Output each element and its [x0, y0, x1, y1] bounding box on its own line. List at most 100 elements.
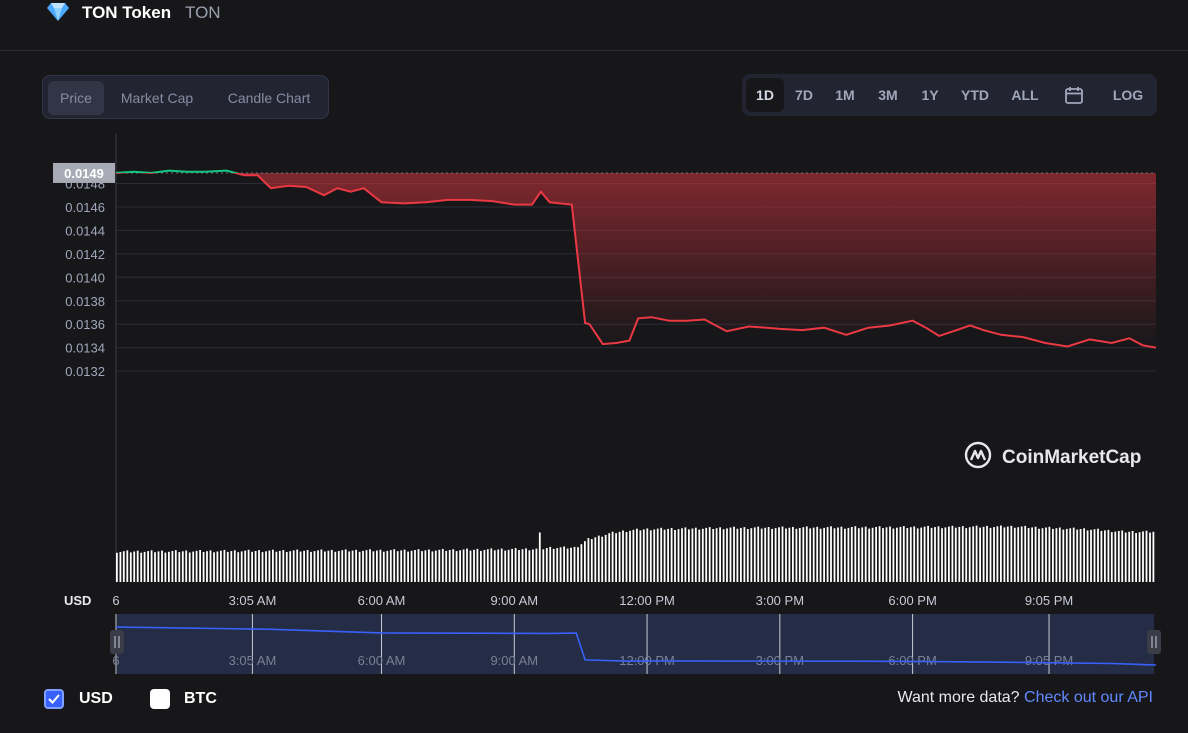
navigator-selection[interactable]	[117, 614, 1154, 674]
api-link[interactable]: Check out our API	[1024, 689, 1153, 706]
volume-bar	[358, 551, 361, 582]
volume-bar	[122, 551, 125, 582]
tab-market-cap[interactable]: Market Cap	[120, 90, 194, 106]
range-1m-button[interactable]: 1M	[835, 87, 855, 103]
volume-bar	[268, 550, 271, 582]
volume-bar	[1100, 530, 1103, 582]
volume-bar	[518, 550, 520, 582]
volume-bar	[778, 527, 780, 582]
volume-bar	[441, 548, 444, 582]
volume-bar	[1121, 530, 1124, 582]
volume-bar	[1152, 531, 1155, 582]
volume-bar	[150, 550, 153, 582]
volume-bar	[493, 550, 496, 582]
tab-price[interactable]: Price	[48, 81, 104, 115]
range-3m-button[interactable]: 3M	[878, 87, 898, 103]
y-axis: 0.01480.01460.01440.01420.01400.01380.01…	[65, 177, 105, 380]
range-1d-button[interactable]: 1D	[746, 78, 784, 112]
navigator-right-handle[interactable]	[1147, 630, 1161, 654]
volume-bar	[542, 549, 545, 582]
volume-bar	[431, 551, 434, 582]
volume-bar	[220, 550, 222, 582]
navigator-tick-label: 9:05 PM	[1025, 653, 1073, 668]
range-ytd-button[interactable]: YTD	[961, 87, 989, 103]
volume-bar	[642, 529, 645, 582]
volume-bar	[736, 528, 739, 582]
log-scale-toggle[interactable]: LOG	[1112, 87, 1144, 103]
volume-bar	[289, 551, 292, 582]
volume-bar	[525, 548, 527, 582]
volume-bar	[410, 550, 413, 582]
volume-bar	[1024, 525, 1027, 582]
volume-bar	[192, 551, 195, 582]
calendar-button[interactable]	[1054, 78, 1094, 112]
volume-bar	[875, 527, 877, 582]
x-tick-label: 3:05 AM	[229, 593, 277, 608]
volume-bar	[500, 548, 503, 582]
volume-bar	[622, 530, 624, 582]
price-chart[interactable]: 0.01480.01460.01440.01420.01400.01380.01…	[0, 120, 1188, 680]
volume-bar	[1104, 530, 1106, 582]
volume-bar	[927, 525, 929, 582]
range-all-button[interactable]: ALL	[1011, 87, 1039, 103]
volume-bar	[889, 526, 891, 582]
volume-bar	[147, 551, 149, 582]
volume-bar	[629, 530, 631, 582]
price-line-down	[116, 172, 1156, 349]
volume-bar	[975, 525, 978, 582]
volume-bar	[507, 549, 510, 582]
volume-bar	[1131, 531, 1134, 582]
volume-bar	[1045, 527, 1047, 582]
volume-bar	[188, 552, 191, 582]
volume-bar	[133, 551, 136, 582]
volume-bar	[580, 544, 583, 582]
volume-bar	[861, 527, 864, 582]
volume-bar	[1086, 530, 1089, 582]
volume-bar	[746, 529, 749, 582]
volume-bar	[892, 528, 895, 582]
navigator-tick-label: 9:00 AM	[490, 653, 538, 668]
navigator-tick-label: 6:00 PM	[888, 653, 936, 668]
navigator-left-handle[interactable]	[110, 630, 124, 654]
volume-bar	[819, 528, 822, 582]
watermark-text: CoinMarketCap	[1002, 447, 1141, 468]
volume-bar	[320, 549, 323, 582]
volume-bar	[1013, 527, 1016, 582]
volume-bar	[258, 550, 260, 582]
volume-bar	[265, 551, 267, 582]
volume-bar	[1142, 531, 1144, 582]
range-7d-button[interactable]: 7D	[795, 87, 813, 103]
volume-bar	[923, 526, 926, 582]
volume-bar	[608, 533, 611, 582]
volume-bar	[951, 525, 954, 582]
volume-bar	[469, 550, 472, 582]
y-tick-label: 0.0146	[65, 200, 105, 215]
range-1y-button[interactable]: 1Y	[921, 87, 939, 103]
volume-bar	[421, 551, 423, 582]
tab-candle-chart[interactable]: Candle Chart	[227, 90, 311, 106]
volume-bar	[1124, 532, 1127, 582]
volume-bar	[313, 551, 316, 582]
volume-bar	[802, 527, 805, 582]
volume-bar	[1062, 529, 1065, 582]
range-navigator[interactable]: 6 3:05 AM 6:00 AM 9:00 AM 12:00 PM 3:00 PM 6:0…	[110, 614, 1161, 674]
volume-bar	[785, 528, 787, 582]
volume-bar	[979, 527, 981, 582]
x-tick-label: 12:00 PM	[619, 593, 675, 608]
volume-bar	[584, 541, 586, 582]
btc-checkbox[interactable]	[150, 689, 170, 709]
volume-bar	[1090, 529, 1092, 582]
y-tick-label: 0.0138	[65, 294, 105, 309]
volume-bar	[722, 529, 725, 582]
api-promo: Want more data? Check out our API	[897, 689, 1153, 707]
volume-bar	[1110, 532, 1113, 582]
volume-bar	[1058, 527, 1061, 582]
volume-bar	[168, 551, 170, 582]
volume-bar	[549, 546, 552, 582]
volume-bar	[632, 529, 635, 582]
usd-checkbox[interactable]	[44, 689, 64, 709]
y-tick-label: 0.0136	[65, 317, 105, 332]
volume-bar	[473, 549, 475, 582]
y-unit-label: USD	[64, 593, 91, 608]
volume-bar	[116, 552, 118, 582]
